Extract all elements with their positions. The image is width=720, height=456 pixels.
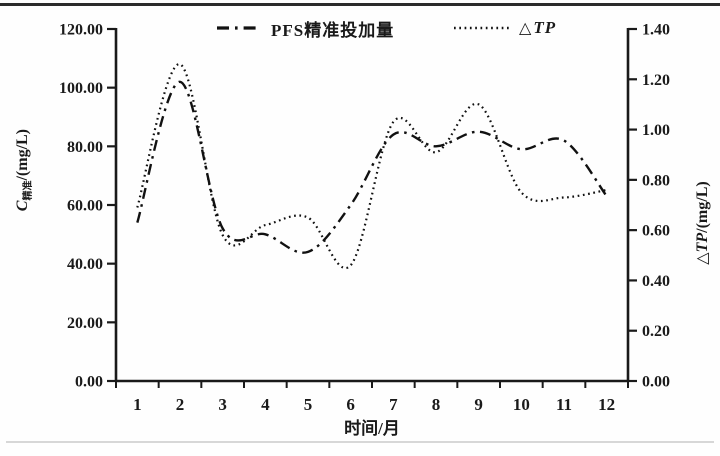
- x-tick-label: 12: [598, 395, 615, 414]
- y-left-tick-label: 80.00: [67, 139, 103, 156]
- x-tick-label: 11: [556, 395, 572, 414]
- y-left-tick-label: 0.00: [75, 374, 103, 391]
- x-tick-label: 7: [389, 395, 398, 414]
- y-right-tick-label: 1.20: [642, 72, 670, 89]
- y-right-tick-label: 0.40: [642, 273, 670, 290]
- figure-top-border: [0, 3, 720, 6]
- x-axis-title: 时间/月: [344, 419, 400, 438]
- x-tick-label: 8: [432, 395, 441, 414]
- y-right-tick-label: 1.40: [642, 22, 670, 39]
- y-right-tick-label: 0.80: [642, 172, 670, 189]
- legend-item-pfs: PFS精准投加量: [216, 15, 394, 41]
- dash-dot-line-sample-icon: [217, 26, 261, 30]
- y-left-tick-label: 60.00: [67, 198, 103, 215]
- figure-bottom-rule: [6, 441, 714, 443]
- series-line-pfs: [136, 80, 608, 254]
- x-tick-label: 10: [513, 395, 530, 414]
- y-left-tick-label: 120.00: [59, 22, 103, 39]
- dotted-line-sample-icon: [454, 26, 509, 30]
- x-tick-label: 5: [304, 395, 313, 414]
- y-right-tick-label: 1.00: [642, 122, 670, 139]
- series-line-tp: [136, 63, 607, 270]
- x-tick-label: 4: [261, 395, 270, 414]
- y-left-tick-label: 40.00: [67, 256, 103, 273]
- x-tick-label: 3: [218, 395, 227, 414]
- legend-label-tp: TP: [533, 18, 557, 37]
- x-tick-label: 9: [474, 395, 483, 414]
- chart-legend: PFS精准投加量 △ TP: [0, 15, 720, 41]
- delta-symbol: △: [519, 20, 532, 37]
- y-left-tick-label: 20.00: [67, 315, 103, 332]
- legend-item-tp: △ TP: [453, 15, 556, 41]
- y-left-tick-label: 100.00: [59, 80, 103, 97]
- legend-label-pfs: PFS精准投加量: [271, 20, 395, 40]
- x-tick-label: 6: [346, 395, 355, 414]
- x-tick-label: 1: [133, 395, 142, 414]
- y-right-tick-label: 0.00: [642, 374, 670, 391]
- y-right-tick-label: 0.20: [642, 323, 670, 340]
- y-right-tick-label: 0.60: [642, 223, 670, 240]
- x-tick-label: 2: [176, 395, 185, 414]
